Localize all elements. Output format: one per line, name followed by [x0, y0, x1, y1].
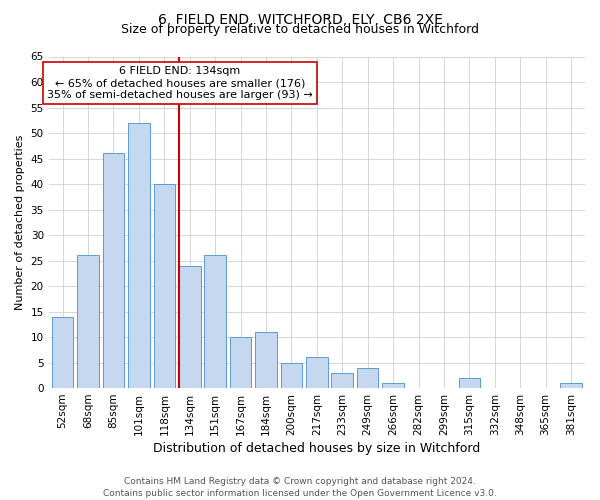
- Text: 6, FIELD END, WITCHFORD, ELY, CB6 2XE: 6, FIELD END, WITCHFORD, ELY, CB6 2XE: [158, 12, 442, 26]
- Text: Size of property relative to detached houses in Witchford: Size of property relative to detached ho…: [121, 22, 479, 36]
- X-axis label: Distribution of detached houses by size in Witchford: Distribution of detached houses by size …: [153, 442, 481, 455]
- Bar: [357, 368, 379, 388]
- Bar: [458, 378, 480, 388]
- Text: 6 FIELD END: 134sqm
← 65% of detached houses are smaller (176)
35% of semi-detac: 6 FIELD END: 134sqm ← 65% of detached ho…: [47, 66, 313, 100]
- Y-axis label: Number of detached properties: Number of detached properties: [15, 134, 25, 310]
- Bar: [382, 383, 404, 388]
- Bar: [128, 123, 150, 388]
- Bar: [560, 383, 582, 388]
- Bar: [77, 256, 99, 388]
- Bar: [103, 154, 124, 388]
- Bar: [154, 184, 175, 388]
- Bar: [179, 266, 200, 388]
- Bar: [52, 316, 73, 388]
- Text: Contains HM Land Registry data © Crown copyright and database right 2024.
Contai: Contains HM Land Registry data © Crown c…: [103, 476, 497, 498]
- Bar: [281, 362, 302, 388]
- Bar: [205, 256, 226, 388]
- Bar: [306, 358, 328, 388]
- Bar: [230, 337, 251, 388]
- Bar: [255, 332, 277, 388]
- Bar: [331, 373, 353, 388]
